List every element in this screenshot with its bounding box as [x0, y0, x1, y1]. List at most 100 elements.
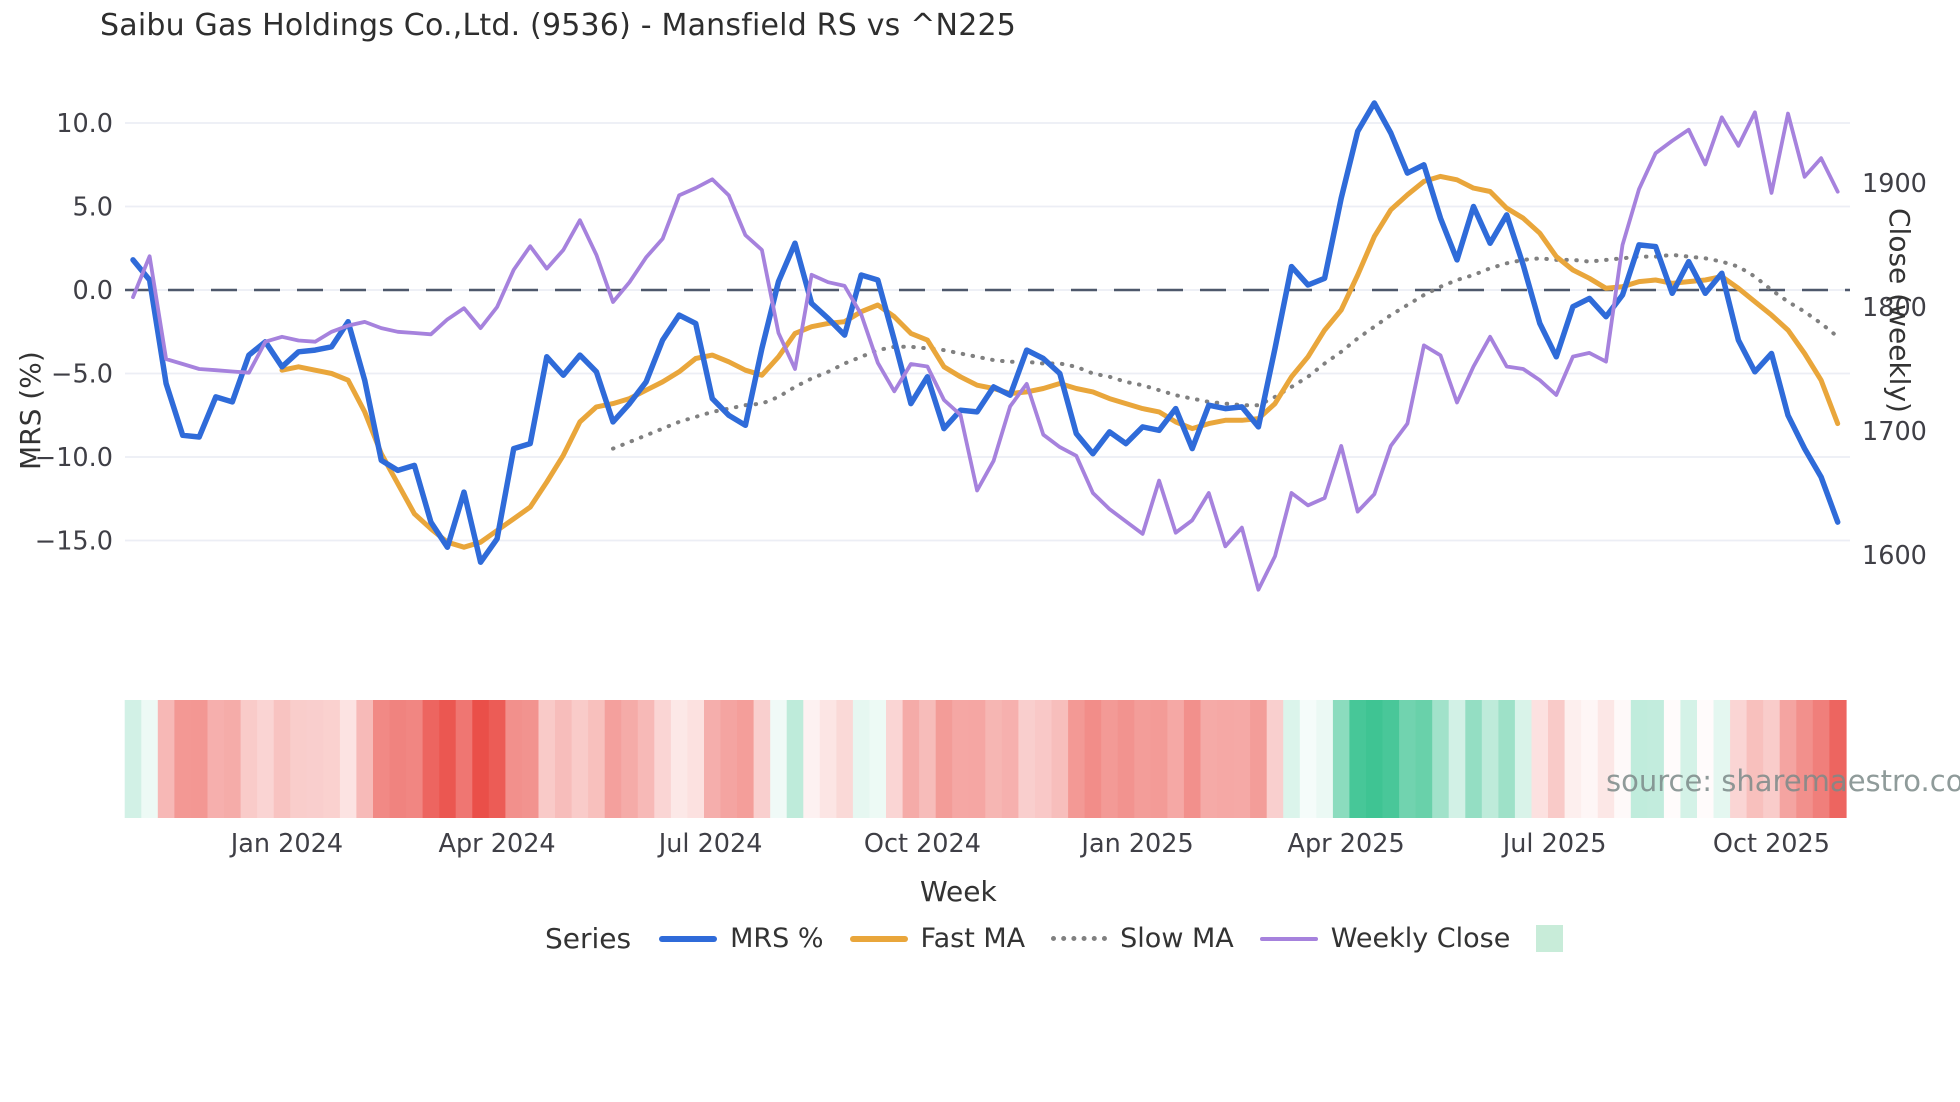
- x-tick-label: Jan 2025: [1079, 829, 1193, 859]
- x-tick-label: Apr 2024: [439, 829, 556, 859]
- heatmap-cell: [902, 700, 920, 818]
- heatmap-cell: [803, 700, 821, 818]
- heatmap-cell: [406, 700, 424, 818]
- y-axis-right-title: Close (weekly): [1883, 208, 1916, 413]
- heatmap-cell: [521, 700, 540, 818]
- heatmap-cell: [1001, 700, 1020, 818]
- y-right-tick-label: 1800: [1862, 293, 1927, 323]
- slow-ma-dotted-swatch-icon: [1051, 936, 1108, 941]
- heatmap-cell: [455, 700, 473, 818]
- mrs-line-swatch-icon: [659, 935, 718, 942]
- heatmap-cell: [1597, 700, 1615, 818]
- heatmap-cell: [1299, 700, 1317, 818]
- heatmap-cell: [786, 700, 804, 818]
- heatmap-cell: [919, 700, 937, 818]
- x-tick-label: Apr 2025: [1288, 829, 1405, 859]
- heatmap-cell: [1481, 700, 1499, 818]
- heatmap-cell: [1134, 700, 1152, 818]
- heatmap-cell: [1796, 700, 1814, 818]
- heatmap-cell: [968, 700, 986, 818]
- heatmap-cell: [588, 700, 606, 818]
- heatmap-cell: [737, 700, 755, 818]
- heatmap-cell: [505, 700, 523, 818]
- heatmap-cell: [571, 700, 589, 818]
- heatmap-cell: [1167, 700, 1185, 818]
- heatmap-cell: [1415, 700, 1433, 818]
- heatmap-cell: [1366, 700, 1384, 818]
- heatmap-cell: [1150, 700, 1168, 818]
- heatmap-cell: [1663, 700, 1682, 818]
- heatmap-cell: [985, 700, 1003, 818]
- heatmap-cell: [753, 700, 771, 818]
- heatmap-cell: [1514, 700, 1533, 818]
- heatmap-cell: [555, 700, 573, 818]
- y-left-tick-label: 5.0: [72, 193, 113, 223]
- legend-item-fast-ma: Fast MA: [849, 923, 1025, 954]
- heatmap-cell: [1084, 700, 1102, 818]
- heatmap-cell: [323, 700, 341, 818]
- heatmap-cell: [819, 700, 837, 818]
- heatmap-strip: [124, 700, 1847, 818]
- heatmap-cell: [1564, 700, 1582, 818]
- heatmap-cell: [290, 700, 308, 818]
- heatmap-cell: [1051, 700, 1069, 818]
- heatmap-cell: [1068, 700, 1086, 818]
- x-tick-label: Oct 2024: [864, 829, 981, 859]
- heatmap-cell: [720, 700, 738, 818]
- heatmap-cell: [1018, 700, 1036, 818]
- heatmap-cell: [1763, 700, 1781, 818]
- heatmap-cell: [141, 700, 159, 818]
- heatmap-cell: [637, 700, 655, 818]
- heatmap-cell: [1432, 700, 1450, 818]
- heatmap-cell: [1448, 700, 1466, 818]
- x-tick-label: Oct 2025: [1713, 829, 1830, 859]
- heatmap-cell: [1746, 700, 1764, 818]
- y-left-tick-label: −5.0: [51, 360, 113, 390]
- y-left-tick-label: 0.0: [72, 276, 113, 306]
- heatmap-cell: [207, 700, 225, 818]
- heatmap-cell: [1399, 700, 1417, 818]
- heatmap-cell: [488, 700, 506, 818]
- heatmap-cell: [1812, 700, 1830, 818]
- heatmap-cell: [1332, 700, 1351, 818]
- heatmap-cell: [124, 700, 142, 818]
- heatmap-cell: [1217, 700, 1235, 818]
- heatmap-cell: [687, 700, 705, 818]
- series-line-weekly-close: [131, 110, 1840, 592]
- source-watermark: source: sharemaestro.com: [1606, 764, 1960, 798]
- heatmap-cell: [1630, 700, 1648, 818]
- heatmap-cell: [1697, 700, 1715, 818]
- heatmap-cell: [621, 700, 639, 818]
- series-line-mrs-: [130, 100, 1841, 565]
- heatmap-cell: [1250, 700, 1268, 818]
- heatmap-cell: [770, 700, 788, 818]
- legend-item-weekly-close: Weekly Close: [1259, 923, 1510, 954]
- heatmap-cell: [1283, 700, 1301, 818]
- heatmap-cell: [654, 700, 672, 818]
- heatmap-cell: [952, 700, 970, 818]
- gridlines: 10.0 5.0 0.0 −5.0 −10.0 −15.0 1900 1800 1700 1600…: [35, 109, 1927, 859]
- x-tick-label: Jan 2024: [229, 829, 343, 859]
- heatmap-cell: [373, 700, 391, 818]
- heatmap-cell: [157, 700, 175, 818]
- fast-ma-line-swatch-icon: [849, 935, 908, 942]
- heatmap-cell: [886, 700, 904, 818]
- legend-item-mrs: MRS %: [659, 923, 824, 954]
- x-tick-label: Jul 2025: [1501, 829, 1607, 859]
- heatmap-cell: [1548, 700, 1566, 818]
- heatmap-cell: [670, 700, 689, 818]
- heatmap-cell: [472, 700, 490, 818]
- chart-title: Saibu Gas Holdings Co.,Ltd. (9536) - Man…: [100, 8, 1017, 43]
- heatmap-cell: [1581, 700, 1599, 818]
- heatmap-cell: [1614, 700, 1632, 818]
- heatmap-cell: [422, 700, 440, 818]
- heatmap-cell: [1779, 700, 1797, 818]
- y-right-tick-label: 1700: [1862, 417, 1927, 447]
- y-left-tick-label: −10.0: [35, 443, 113, 473]
- heatmap-cell: [836, 700, 854, 818]
- heatmap-cell: [1200, 700, 1218, 818]
- heatmap-cell: [1465, 700, 1483, 818]
- heatmap-cell: [273, 700, 291, 818]
- y-left-tick-label: −15.0: [35, 527, 113, 557]
